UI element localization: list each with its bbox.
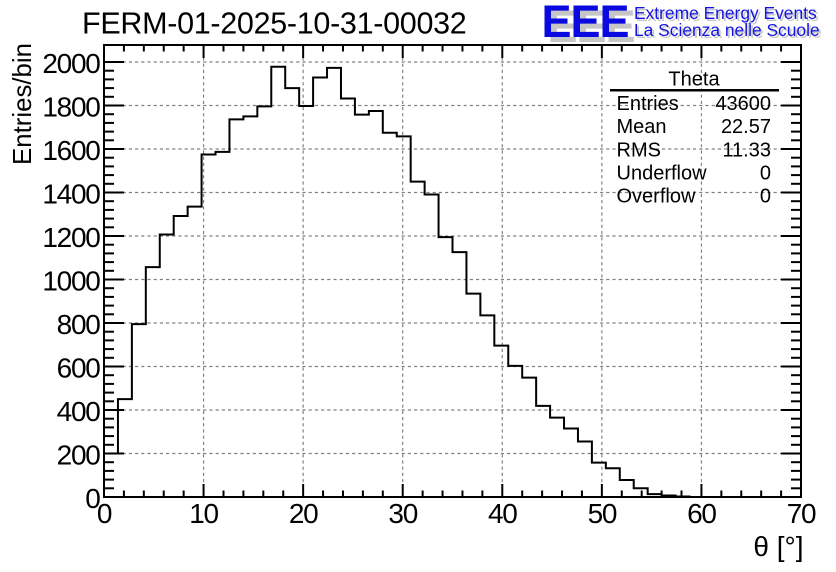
svg-text:60: 60: [687, 498, 716, 529]
svg-text:Overflow: Overflow: [617, 186, 696, 208]
svg-text:20: 20: [289, 498, 318, 529]
svg-text:Entries/bin: Entries/bin: [9, 43, 37, 165]
svg-text:FERM-01-2025-10-31-00032: FERM-01-2025-10-31-00032: [82, 7, 466, 41]
svg-text:0: 0: [97, 498, 112, 529]
svg-text:EEE: EEE: [542, 0, 629, 47]
svg-text:50: 50: [588, 498, 617, 529]
svg-text:1800: 1800: [42, 92, 100, 123]
svg-text:2000: 2000: [42, 48, 100, 79]
svg-text:Extreme Energy Events: Extreme Energy Events: [636, 5, 819, 25]
svg-text:Theta: Theta: [668, 69, 720, 91]
svg-text:1400: 1400: [42, 179, 100, 210]
svg-text:22.57: 22.57: [721, 116, 771, 138]
svg-text:θ [°]: θ [°]: [753, 531, 803, 562]
svg-text:La Scienza nelle Scuole: La Scienza nelle Scuole: [636, 22, 822, 42]
svg-text:0: 0: [760, 163, 771, 185]
svg-text:Mean: Mean: [617, 116, 667, 138]
svg-text:800: 800: [57, 309, 101, 340]
svg-text:400: 400: [57, 396, 101, 427]
svg-text:EEE: EEE: [548, 1, 635, 52]
svg-text:11.33: 11.33: [722, 139, 771, 161]
svg-text:40: 40: [488, 498, 517, 529]
svg-text:43600: 43600: [715, 93, 771, 115]
svg-text:0: 0: [760, 186, 771, 208]
svg-text:0: 0: [85, 483, 100, 514]
svg-text:La Scienza nelle Scuole: La Scienza nelle Scuole: [634, 20, 820, 40]
svg-text:70: 70: [787, 498, 816, 529]
svg-text:1600: 1600: [42, 135, 100, 166]
svg-text:30: 30: [388, 498, 417, 529]
svg-text:Entries: Entries: [617, 93, 679, 115]
svg-text:1200: 1200: [42, 222, 100, 253]
svg-text:RMS: RMS: [617, 139, 661, 161]
svg-text:10: 10: [189, 498, 218, 529]
svg-text:1000: 1000: [42, 266, 100, 297]
svg-text:200: 200: [57, 440, 101, 471]
svg-text:Underflow: Underflow: [617, 163, 708, 185]
svg-text:600: 600: [57, 353, 101, 384]
svg-text:Extreme Energy Events: Extreme Energy Events: [634, 3, 817, 23]
